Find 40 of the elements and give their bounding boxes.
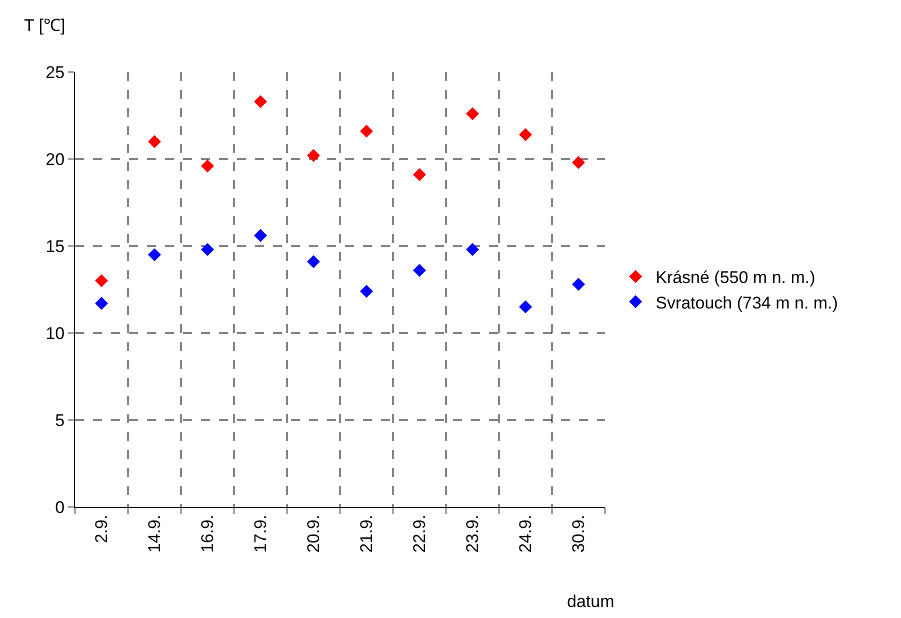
x-tick-label: 22.9. bbox=[410, 514, 430, 553]
point bbox=[95, 274, 108, 288]
x-tick-label: 24.9. bbox=[516, 514, 536, 553]
x-tick-label: 14.9. bbox=[145, 514, 164, 553]
point bbox=[572, 278, 585, 291]
point bbox=[360, 124, 373, 138]
point bbox=[307, 149, 320, 162]
point bbox=[95, 296, 108, 310]
point bbox=[148, 248, 161, 262]
point bbox=[413, 168, 426, 182]
y-tick-label: 20 bbox=[46, 150, 65, 169]
point bbox=[148, 135, 161, 148]
point bbox=[201, 159, 214, 172]
point bbox=[572, 156, 585, 169]
y-tick-label: 0 bbox=[55, 498, 65, 517]
point bbox=[254, 229, 267, 242]
x-tick-label: 30.9. bbox=[569, 514, 588, 553]
point bbox=[413, 264, 426, 277]
y-tick-label: 5 bbox=[55, 410, 65, 430]
y-tick-label: 25 bbox=[46, 62, 65, 82]
point bbox=[360, 284, 373, 298]
x-tick-label: 16.9. bbox=[198, 514, 218, 553]
point bbox=[519, 128, 532, 142]
legend-label: Krásné (550 m n. m.) bbox=[656, 268, 816, 288]
point bbox=[307, 255, 320, 268]
x-tick-label: 23.9. bbox=[463, 514, 482, 553]
point bbox=[519, 300, 532, 314]
point bbox=[466, 242, 479, 256]
point bbox=[254, 95, 267, 108]
x-tick-label: 20.9. bbox=[304, 514, 324, 553]
x-tick-label: 17.9. bbox=[251, 514, 270, 553]
legend-label: Svratouch (734 m n. m.) bbox=[656, 293, 838, 312]
y-tick-label: 15 bbox=[46, 236, 65, 256]
point bbox=[466, 107, 479, 120]
y-tick-label: 10 bbox=[46, 324, 65, 343]
x-axis-title: datum bbox=[567, 592, 614, 611]
x-tick-label: 2.9. bbox=[92, 514, 112, 544]
y-axis-title: T [℃] bbox=[24, 16, 66, 35]
x-tick-label: 21.9. bbox=[357, 514, 376, 553]
point bbox=[201, 242, 214, 256]
